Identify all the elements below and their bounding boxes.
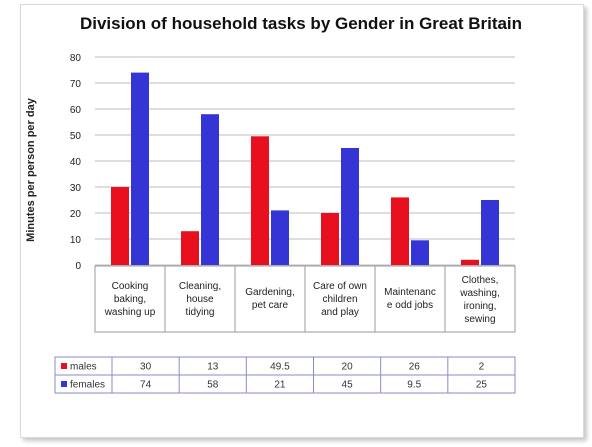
- bar-females-1: [131, 72, 149, 265]
- y-tick-label: 20: [70, 209, 82, 220]
- table-cell-males: 20: [342, 362, 354, 373]
- bar-females-6: [481, 200, 499, 265]
- bar-males-5: [391, 197, 409, 265]
- x-tick-label: baking,: [114, 294, 146, 305]
- x-tick-label: Gardening,: [245, 287, 294, 298]
- table-cell-males: 49.5: [270, 362, 290, 373]
- table-cell-males: 13: [207, 362, 219, 373]
- y-tick-label: 10: [70, 235, 82, 246]
- x-tick-label: house: [186, 294, 214, 305]
- y-tick-label: 70: [70, 79, 82, 90]
- x-tick-label: children: [322, 294, 357, 305]
- legend-swatch-females: [61, 381, 67, 387]
- table-cell-females: 74: [140, 380, 152, 391]
- x-tick-label: Cleaning,: [179, 281, 221, 292]
- x-tick-label: tidying: [186, 307, 215, 318]
- table-cell-females: 45: [342, 380, 354, 391]
- table-cell-females: 21: [274, 380, 286, 391]
- x-tick-label: Cooking: [112, 281, 149, 292]
- x-tick-label: e odd jobs: [387, 300, 433, 311]
- table-cell-females: 9.5: [407, 380, 421, 391]
- table-cell-females: 25: [476, 380, 488, 391]
- legend-label-females: females: [70, 380, 105, 391]
- bar-males-4: [321, 213, 339, 265]
- bar-males-6: [461, 259, 479, 265]
- legend-swatch-males: [61, 363, 67, 369]
- table-cell-males: 2: [479, 362, 485, 373]
- x-tick-label: Maintenanc: [384, 287, 436, 298]
- bar-males-3: [251, 136, 269, 265]
- x-tick-label: and play: [321, 307, 359, 318]
- x-tick-label: washing,: [459, 288, 499, 299]
- y-tick-label: 50: [70, 131, 82, 142]
- x-tick-label: pet care: [252, 300, 289, 311]
- chart-title: Division of household tasks by Gender in…: [79, 14, 523, 33]
- y-tick-label: 30: [70, 183, 82, 194]
- table-cell-females: 58: [207, 380, 219, 391]
- x-tick-label: ironing,: [464, 301, 497, 312]
- bar-males-2: [181, 231, 199, 265]
- bar-females-5: [411, 240, 429, 265]
- x-tick-label: washing up: [104, 307, 156, 318]
- bar-females-3: [271, 210, 289, 265]
- y-tick-label: 60: [70, 105, 82, 116]
- table-cell-males: 26: [409, 362, 421, 373]
- bar-males-1: [111, 187, 129, 265]
- x-tick-label: sewing: [464, 314, 495, 325]
- y-tick-label: 40: [70, 157, 82, 168]
- y-tick-label: 0: [75, 261, 81, 272]
- y-tick-label: 80: [70, 53, 82, 64]
- bar-females-4: [341, 148, 359, 265]
- x-tick-label: Clothes,: [462, 275, 499, 286]
- legend-label-males: males: [70, 362, 97, 373]
- bar-females-2: [201, 114, 219, 265]
- table-cell-males: 30: [140, 362, 152, 373]
- x-tick-label: Care of own: [313, 281, 367, 292]
